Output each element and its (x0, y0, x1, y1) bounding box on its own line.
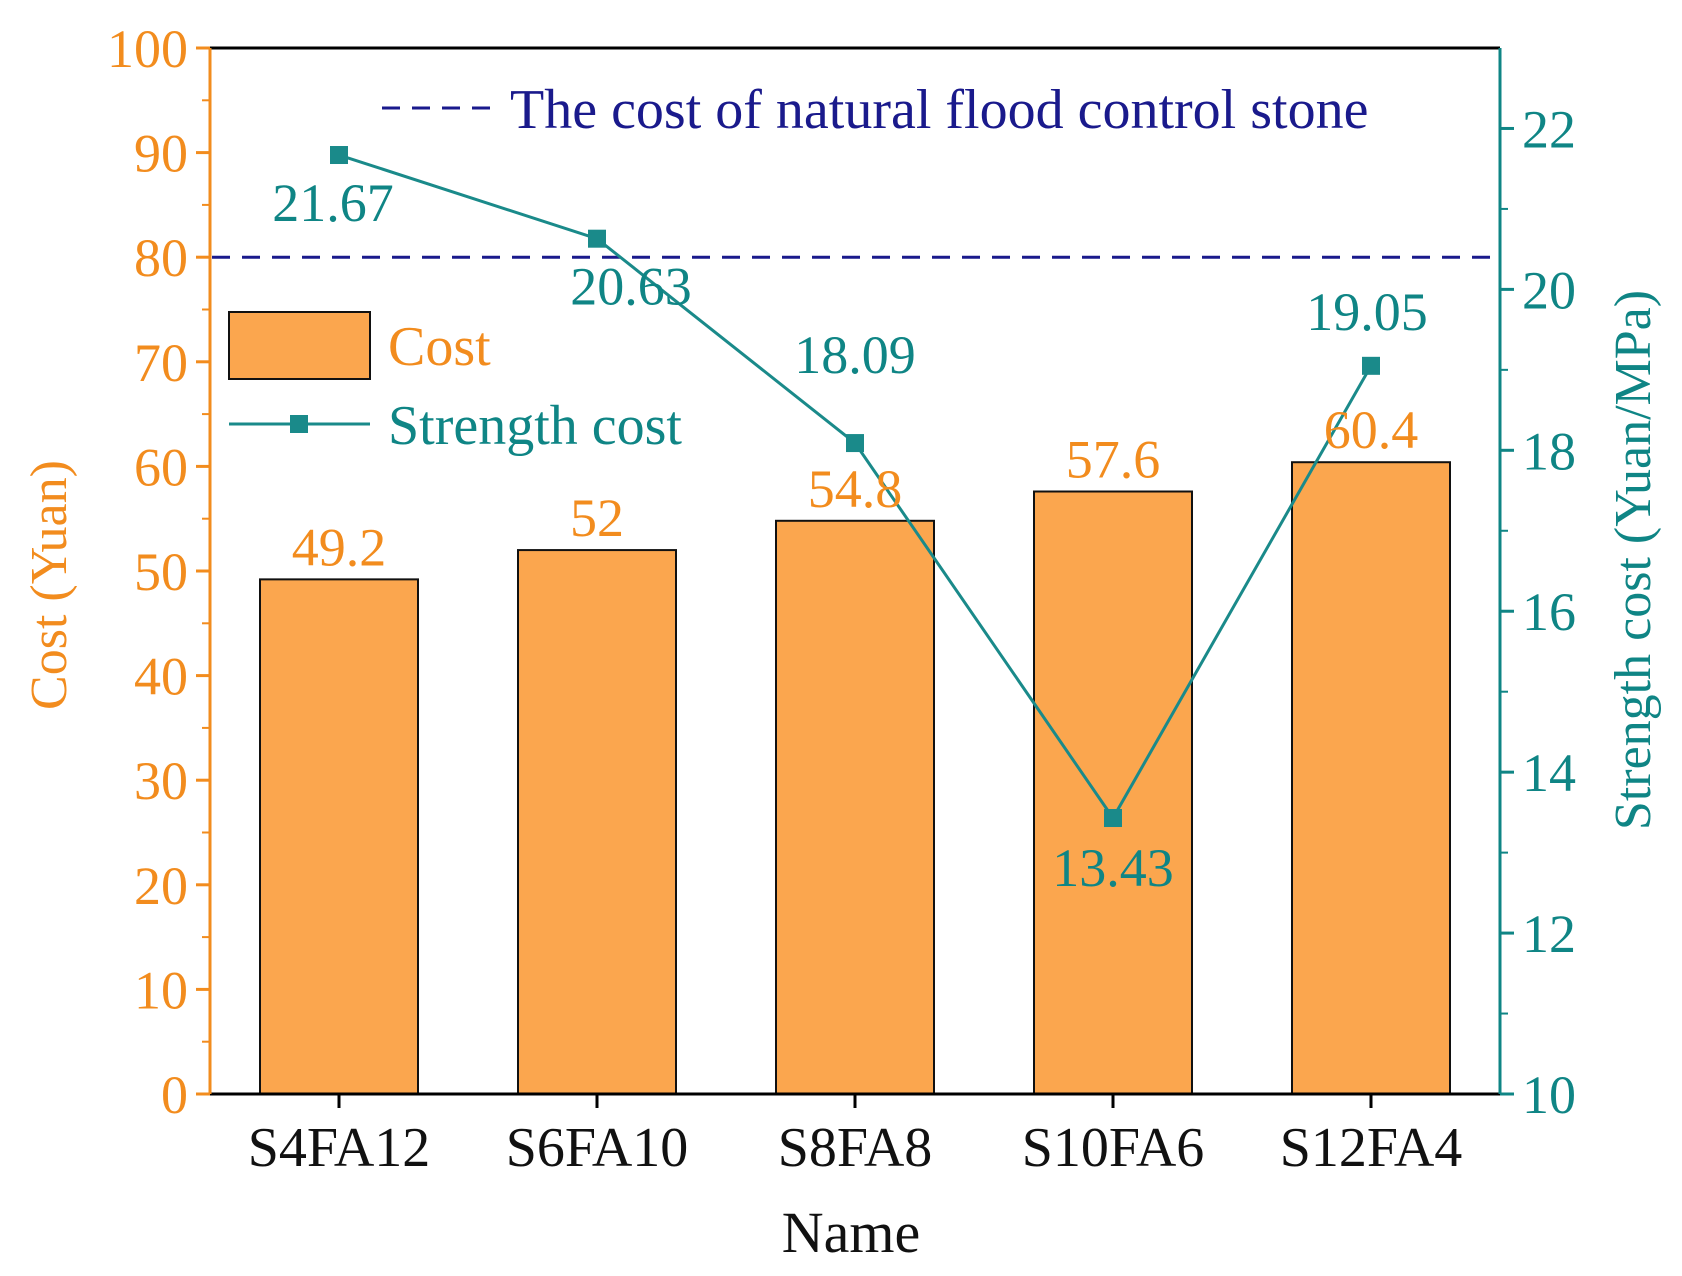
line-value-label: 21.67 (272, 173, 394, 233)
x-tick-label-s12fa4: S12FA4 (1280, 1117, 1463, 1179)
strength-cost-point-s6fa10 (588, 229, 606, 248)
x-tick-label-s10fa6: S10FA6 (1022, 1117, 1205, 1179)
y-tick-label: 40 (134, 647, 188, 707)
axis-titles: Name Cost (Yuan) Strength cost (Yuan/MPa… (21, 290, 1662, 1265)
y2-tick-label: 16 (1522, 582, 1576, 642)
data-labels: 49.2 52 54.8 57.6 60.4 21.67 20.63 18.09 13.43 19… (272, 173, 1428, 898)
y2-tick-label: 14 (1522, 743, 1576, 803)
y-tick-label: 10 (134, 960, 188, 1020)
bar-s12fa4 (1291, 461, 1451, 1095)
line-value-label: 13.43 (1052, 838, 1174, 898)
y-tick-label: 0 (161, 1065, 188, 1125)
line-value-label: 18.09 (794, 325, 916, 385)
y2-tick-label: 22 (1522, 99, 1576, 159)
y-tick-label: 100 (107, 19, 188, 79)
axes: 0 10 20 30 40 50 60 70 80 90 100 10 12 14 16 18 20 22 S4FA… (107, 19, 1576, 1179)
legend-cost-label: Cost (388, 316, 491, 378)
bar-value-label: 60.4 (1324, 400, 1419, 460)
legend: The cost of natural flood control stone C… (228, 79, 1368, 457)
y-tick-label: 20 (134, 856, 188, 916)
x-tick-label-s4fa12: S4FA12 (248, 1117, 431, 1179)
bar-s6fa10 (517, 549, 677, 1095)
y2-tick-label: 12 (1522, 904, 1576, 964)
bar-value-label: 52 (570, 488, 624, 548)
legend-strength-swatch-marker (290, 415, 308, 433)
y-tick-label: 60 (134, 437, 188, 497)
x-axis-title: Name (782, 1200, 921, 1265)
line-value-label: 20.63 (570, 257, 692, 317)
strength-cost-point-s10fa6 (1104, 809, 1122, 828)
bar-value-label: 57.6 (1066, 430, 1161, 490)
y-tick-label: 90 (134, 124, 188, 184)
y2-tick-label: 10 (1522, 1065, 1576, 1125)
y2-axis-title: Strength cost (Yuan/MPa) (1605, 290, 1662, 830)
legend-cost-swatch (228, 311, 371, 380)
strength-cost-point-s8fa8 (846, 434, 864, 453)
y-axis-title: Cost (Yuan) (21, 460, 78, 710)
strength-cost-point-s12fa4 (1362, 356, 1380, 375)
line-value-label: 19.05 (1306, 282, 1428, 342)
y2-tick-label: 20 (1522, 260, 1576, 320)
y-tick-label: 70 (134, 333, 188, 393)
strength-cost-point-s4fa12 (330, 146, 348, 165)
bar-s8fa8 (775, 519, 935, 1095)
x-tick-label-s8fa8: S8FA8 (778, 1117, 933, 1179)
legend-reference-label: The cost of natural flood control stone (510, 79, 1368, 141)
y2-tick-label: 18 (1522, 421, 1576, 481)
y-tick-label: 80 (134, 228, 188, 288)
bar-value-label: 49.2 (292, 517, 387, 577)
bar-s10fa6 (1033, 490, 1193, 1095)
plot-area (212, 146, 1498, 1095)
y-tick-label: 30 (134, 751, 188, 811)
bar-value-label: 54.8 (808, 459, 903, 519)
x-tick-label-s6fa10: S6FA10 (506, 1117, 689, 1179)
bar-s4fa12 (259, 578, 419, 1095)
y-tick-label: 50 (134, 542, 188, 602)
legend-strength-label: Strength cost (388, 395, 682, 457)
